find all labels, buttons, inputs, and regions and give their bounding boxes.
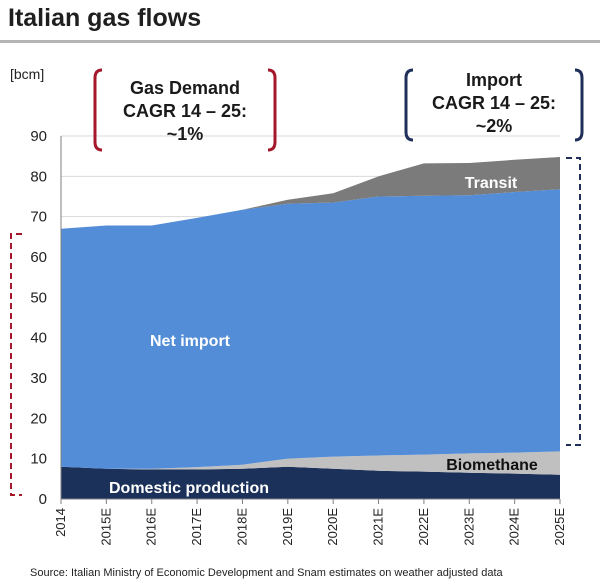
- x-tick-label-2018E: 2018E: [234, 508, 249, 546]
- x-tick-label-2017E: 2017E: [189, 508, 204, 546]
- series-label-domestic-production: Domestic production: [109, 480, 269, 497]
- stacked-areas: [61, 156, 560, 499]
- x-tick-label-2024E: 2024E: [507, 508, 522, 546]
- demand-annotation-line1: Gas Demand: [130, 78, 240, 98]
- import-annotation-line3: ~2%: [476, 116, 513, 136]
- x-tick-label-2022E: 2022E: [416, 508, 431, 546]
- y-tick-label-10: 10: [30, 451, 47, 468]
- axes: [60, 136, 561, 504]
- y-tick-label-40: 40: [30, 330, 47, 347]
- demand-annotation-line2: CAGR 14 – 25:: [123, 101, 247, 121]
- y-tick-label-50: 50: [30, 289, 47, 306]
- y-tick-label-0: 0: [39, 491, 47, 508]
- y-tick-label-70: 70: [30, 209, 47, 226]
- area-net-import: [61, 189, 560, 469]
- page-title: Italian gas flows: [8, 4, 202, 32]
- import-bracket-left: [404, 68, 414, 142]
- area-transit: [61, 156, 560, 229]
- x-tick-label-2016E: 2016E: [144, 508, 159, 546]
- y-tick-label-60: 60: [30, 249, 47, 266]
- y-tick-label-90: 90: [30, 128, 47, 145]
- x-tick-label-2023E: 2023E: [461, 508, 476, 546]
- import-dashed-bracket: [566, 157, 581, 446]
- area-biomethane: [61, 451, 560, 475]
- y-tick-label-20: 20: [30, 410, 47, 427]
- x-tick-label-2025E: 2025E: [552, 508, 567, 546]
- x-tick-label-2014: 2014: [53, 508, 68, 537]
- demand-bracket-right: [267, 68, 277, 152]
- y-tick-label-30: 30: [30, 370, 47, 387]
- import-bracket-right: [574, 68, 584, 142]
- series-label-transit: Transit: [465, 175, 518, 192]
- x-tick-label-2020E: 2020E: [325, 508, 340, 546]
- source-note: Source: Italian Ministry of Economic Dev…: [30, 567, 503, 579]
- demand-annotation-line3: ~1%: [167, 124, 204, 144]
- x-tick-label-2019E: 2019E: [280, 508, 295, 546]
- y-axis-unit-label: [bcm]: [10, 66, 44, 82]
- y-tick-labels: 0 10 20 30 40 50 60 70 80 90: [30, 128, 47, 508]
- series-label-net-import: Net import: [150, 333, 231, 350]
- demand-bracket-left: [93, 68, 103, 152]
- x-tick-labels: 2014 2015E 2016E 2017E 2018E 2019E 2020E 2021E 2…: [53, 508, 567, 546]
- demand-dashed-bracket: [10, 233, 22, 496]
- import-annotation-line1: Import: [466, 70, 522, 90]
- gas-flows-chart: [bcm] 0 10 20 30 40 50 60 70 80 90 2014 2015E 2016E…: [10, 66, 584, 546]
- x-tick-label-2021E: 2021E: [371, 508, 386, 546]
- title-divider: [0, 40, 600, 43]
- area-domestic-production: [61, 466, 560, 499]
- y-tick-label-80: 80: [30, 168, 47, 185]
- x-tick-label-2015E: 2015E: [98, 508, 113, 546]
- import-annotation-line2: CAGR 14 – 25:: [432, 93, 556, 113]
- series-label-biomethane: Biomethane: [446, 457, 538, 474]
